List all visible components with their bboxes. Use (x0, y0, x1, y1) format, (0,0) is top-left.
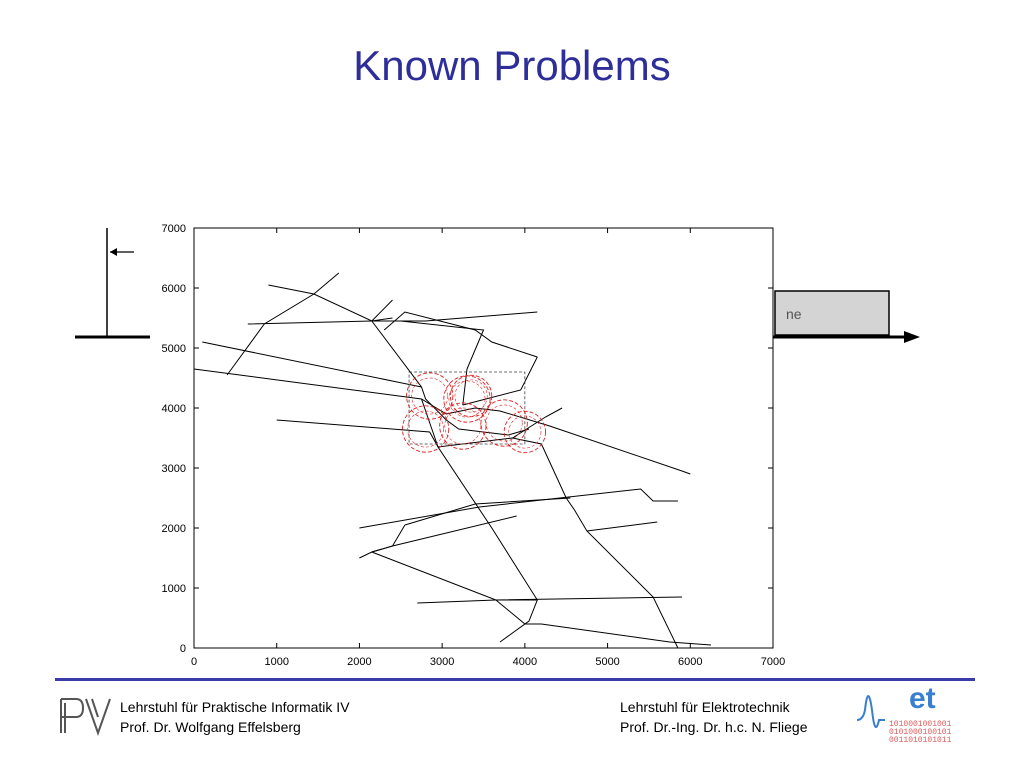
road-segment (421, 398, 538, 643)
road-segment (268, 284, 393, 322)
timeline-arrowhead-left (110, 248, 117, 256)
road-segment (400, 320, 485, 406)
range-circle-inner (411, 377, 449, 415)
x-tick-label: 1000 (264, 656, 288, 668)
x-tick-label: 7000 (761, 656, 785, 668)
range-circle (480, 399, 528, 447)
footer-right: Lehrstuhl für Elektrotechnik Prof. Dr.-I… (620, 697, 808, 737)
road-segment (202, 341, 422, 388)
y-tick-label: 1000 (162, 583, 186, 595)
x-tick-label: 3000 (430, 656, 454, 668)
y-tick-label: 5000 (162, 343, 186, 355)
road-segment (383, 311, 538, 358)
range-circle-inner (454, 379, 488, 413)
road-segment (359, 488, 678, 529)
footer-left-line1: Lehrstuhl für Praktische Informatik IV (120, 699, 350, 715)
road-segment (193, 368, 691, 475)
footer-right-line2: Prof. Dr.-Ing. Dr. h.c. N. Fliege (620, 719, 808, 735)
road-segment (512, 407, 563, 439)
y-tick-label: 4000 (162, 403, 186, 415)
plot-frame (193, 227, 774, 649)
timeline-box (774, 290, 890, 336)
pi-logo (60, 698, 111, 737)
timeline-arrowhead-right (904, 331, 920, 343)
x-tick-label: 5000 (595, 656, 619, 668)
network-plot: 0 1000 2000 3000 4000 5000 6000 7000 0 1000 2000 30… (162, 223, 786, 668)
et-logo-text: et (909, 682, 936, 715)
et-logo: et 1010001001001 0101000100101 001101010… (856, 682, 952, 745)
x-tick-label: 2000 (347, 656, 371, 668)
y-tick-label: 2000 (162, 523, 186, 535)
selection-marks (401, 371, 546, 454)
x-tick-label: 0 (191, 656, 197, 668)
road-segment (371, 524, 406, 553)
binary-line-3: 0011010101011 (889, 736, 952, 745)
binary-line-1: 1010001001001 (889, 720, 952, 729)
y-tick-label: 7000 (162, 223, 186, 235)
road-segment (371, 299, 393, 322)
road-segment (495, 599, 712, 646)
selection-box (408, 371, 526, 445)
range-circle (449, 374, 493, 418)
range-circle (406, 372, 454, 420)
range-circle-inner (448, 380, 486, 418)
road-segment (276, 419, 679, 649)
range-circle (439, 402, 487, 450)
footer-divider (55, 678, 975, 681)
road-segment (586, 521, 658, 532)
waveform-icon (856, 695, 885, 729)
background-timeline: ne (75, 228, 920, 343)
slide-title: Known Problems (353, 42, 671, 89)
timeline-box-label: ne (786, 306, 802, 322)
road-segment (247, 311, 538, 325)
x-tick-label: 4000 (513, 656, 537, 668)
road-segment (462, 356, 538, 406)
footer-left-line2: Prof. Dr. Wolfgang Effelsberg (120, 719, 301, 735)
binary-line-2: 0101000100101 (889, 728, 952, 737)
range-circle (503, 410, 546, 454)
y-tick-label: 0 (180, 643, 186, 655)
footer-left: Lehrstuhl für Praktische Informatik IV P… (120, 697, 350, 737)
x-tick-label: 6000 (678, 656, 702, 668)
road-segment (404, 497, 571, 526)
y-tick-label: 3000 (162, 463, 186, 475)
range-circle-inner (485, 404, 523, 442)
range-circle (401, 405, 450, 453)
footer-right-line1: Lehrstuhl für Elektrotechnik (620, 699, 790, 715)
y-tick-label: 6000 (162, 283, 186, 295)
axis-ticks: 0 1000 2000 3000 4000 5000 6000 7000 0 1000 2000 30… (162, 223, 786, 668)
road-segment (226, 272, 340, 376)
range-circle-inner (508, 415, 542, 449)
range-circle-inner (407, 410, 444, 448)
road-segments (193, 272, 712, 649)
